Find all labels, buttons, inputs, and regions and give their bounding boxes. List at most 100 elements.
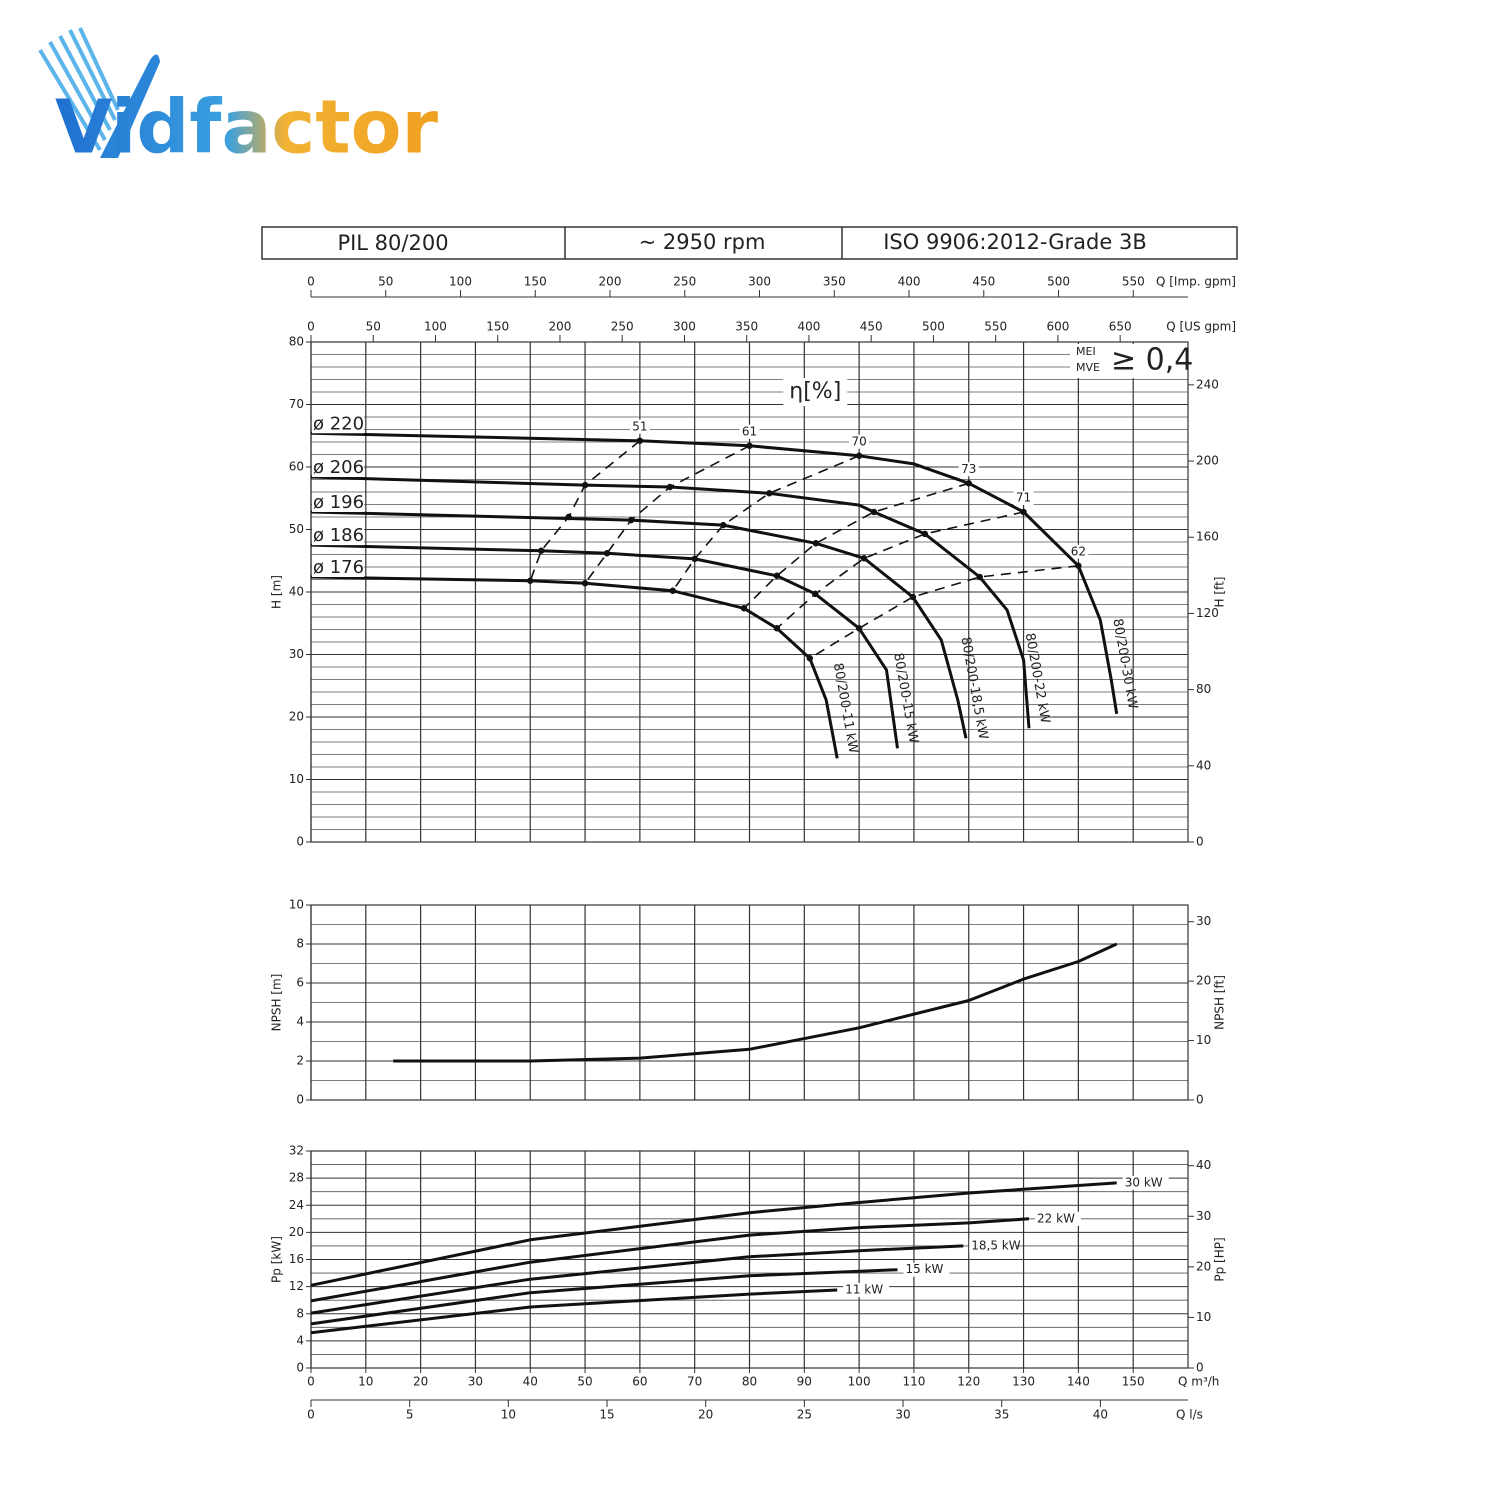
curve xyxy=(310,1217,1030,1303)
top-axis-tick-label: 500 xyxy=(922,320,945,334)
top-axis-tick-label: 400 xyxy=(797,320,820,334)
y-tick-label: 2 xyxy=(296,1054,304,1068)
x-tick-label: 60 xyxy=(632,1375,647,1389)
top-axis-tick-label: 250 xyxy=(611,320,634,334)
top-axis-tick-label: 50 xyxy=(366,320,381,334)
y-axis-label: H [m] xyxy=(270,575,284,609)
label-bg xyxy=(1070,344,1186,378)
curve-label: 18,5 kW xyxy=(971,1238,1020,1252)
top-axis-tick-label: 450 xyxy=(860,320,883,334)
y2-tick-label: 30 xyxy=(1196,1209,1211,1223)
curve-label: 30 kW xyxy=(1125,1175,1163,1189)
label-bg xyxy=(1068,544,1089,559)
top-axis-tick-label: 450 xyxy=(972,275,995,289)
y2-tick-label: 10 xyxy=(1196,1033,1211,1047)
header-standard: ISO 9906:2012-Grade 3B xyxy=(883,230,1147,254)
y-tick-label: 10 xyxy=(289,772,304,786)
y-tick-label: 0 xyxy=(296,835,304,849)
y2-tick-label: 120 xyxy=(1196,606,1219,620)
y2-tick-label: 160 xyxy=(1196,530,1219,544)
top-axis-label: Q [US gpm] xyxy=(1166,320,1236,334)
x-tick-label: 100 xyxy=(848,1375,871,1389)
efficiency-line xyxy=(584,445,750,584)
x2-axis-label: Q l/s xyxy=(1176,1408,1203,1422)
logo-text: Vidfactor xyxy=(55,85,439,171)
y-tick-label: 8 xyxy=(296,1306,304,1320)
y2-tick-label: 20 xyxy=(1196,974,1211,988)
x2-tick-label: 30 xyxy=(895,1408,910,1422)
y-tick-label: 28 xyxy=(289,1171,304,1185)
x-tick-label: 150 xyxy=(1122,1375,1145,1389)
curve xyxy=(310,1244,964,1315)
label-bg xyxy=(849,434,870,449)
y-tick-label: 12 xyxy=(289,1279,304,1293)
curve xyxy=(310,1268,898,1326)
x2-tick-label: 25 xyxy=(797,1408,812,1422)
y2-tick-label: 10 xyxy=(1196,1310,1211,1324)
efficiency-label: 61 xyxy=(742,424,757,438)
y2-tick-label: 0 xyxy=(1196,835,1204,849)
y-tick-label: 20 xyxy=(289,1225,304,1239)
y2-tick-label: 20 xyxy=(1196,1259,1211,1273)
label-bg xyxy=(312,414,364,434)
top-axis-tick-label: 550 xyxy=(984,320,1007,334)
y-tick-label: 0 xyxy=(296,1361,304,1375)
x2-tick-label: 35 xyxy=(994,1408,1009,1422)
x-tick-label: 50 xyxy=(577,1375,592,1389)
x-tick-label: 10 xyxy=(358,1375,373,1389)
diameter-label: ø 196 xyxy=(313,492,364,513)
y2-tick-label: 0 xyxy=(1196,1361,1204,1375)
y-tick-label: 50 xyxy=(289,522,304,536)
y-axis-label: NPSH [m] xyxy=(270,974,284,1032)
y-tick-label: 10 xyxy=(289,898,304,912)
y-tick-label: 24 xyxy=(289,1198,304,1212)
top-axis-tick-label: 0 xyxy=(307,320,315,334)
logo-streaks xyxy=(38,27,120,152)
top-axis-tick-label: 150 xyxy=(486,320,509,334)
y-tick-label: 8 xyxy=(296,937,304,951)
curve xyxy=(310,475,1031,729)
top-axis-tick-label: 50 xyxy=(378,275,393,289)
header-speed: ~ 2950 rpm xyxy=(639,230,766,254)
annotation: η[%] xyxy=(789,379,841,404)
y2-tick-label: 0 xyxy=(1196,1093,1204,1107)
x2-tick-label: 0 xyxy=(307,1408,315,1422)
efficiency-label: 73 xyxy=(961,462,976,476)
x-tick-label: 130 xyxy=(1012,1375,1035,1389)
top-axis-tick-label: 600 xyxy=(1046,320,1069,334)
curve xyxy=(310,1288,838,1335)
x-tick-label: 0 xyxy=(307,1375,315,1389)
logo-wing xyxy=(100,54,160,158)
y-tick-label: 4 xyxy=(296,1333,304,1347)
y-tick-label: 30 xyxy=(289,647,304,661)
y-tick-label: 40 xyxy=(289,585,304,599)
mei-label: MVE xyxy=(1076,361,1100,374)
top-axis-tick-label: 200 xyxy=(599,275,622,289)
efficiency-label: 71 xyxy=(1016,491,1031,505)
x-tick-label: 40 xyxy=(523,1375,538,1389)
top-axis-tick-label: 300 xyxy=(673,320,696,334)
label-bg xyxy=(312,458,364,477)
top-axis-tick-label: 400 xyxy=(898,275,921,289)
y2-tick-label: 240 xyxy=(1196,377,1219,391)
top-axis-tick-label: 550 xyxy=(1122,275,1145,289)
diameter-label: ø 186 xyxy=(313,525,364,546)
label-bg xyxy=(312,558,364,577)
diameter-label: ø 176 xyxy=(313,557,364,578)
top-axis-tick-label: 500 xyxy=(1047,275,1070,289)
curve-label: 11 kW xyxy=(845,1283,883,1297)
y2-axis-label: Pp [HP] xyxy=(1213,1237,1227,1281)
top-axis-label: Q [Imp. gpm] xyxy=(1156,275,1236,289)
label-bg xyxy=(1035,1211,1082,1226)
x-tick-label: 20 xyxy=(413,1375,428,1389)
y-tick-label: 70 xyxy=(289,397,304,411)
label-bg xyxy=(903,1262,950,1277)
diameter-label: ø 220 xyxy=(313,413,364,434)
curve-label: 15 kW xyxy=(905,1262,943,1276)
label-bg xyxy=(739,424,760,439)
label-bg xyxy=(1013,491,1034,505)
label-bg xyxy=(843,1283,890,1298)
top-axis-tick-label: 300 xyxy=(748,275,771,289)
efficiency-label: 70 xyxy=(851,434,866,448)
